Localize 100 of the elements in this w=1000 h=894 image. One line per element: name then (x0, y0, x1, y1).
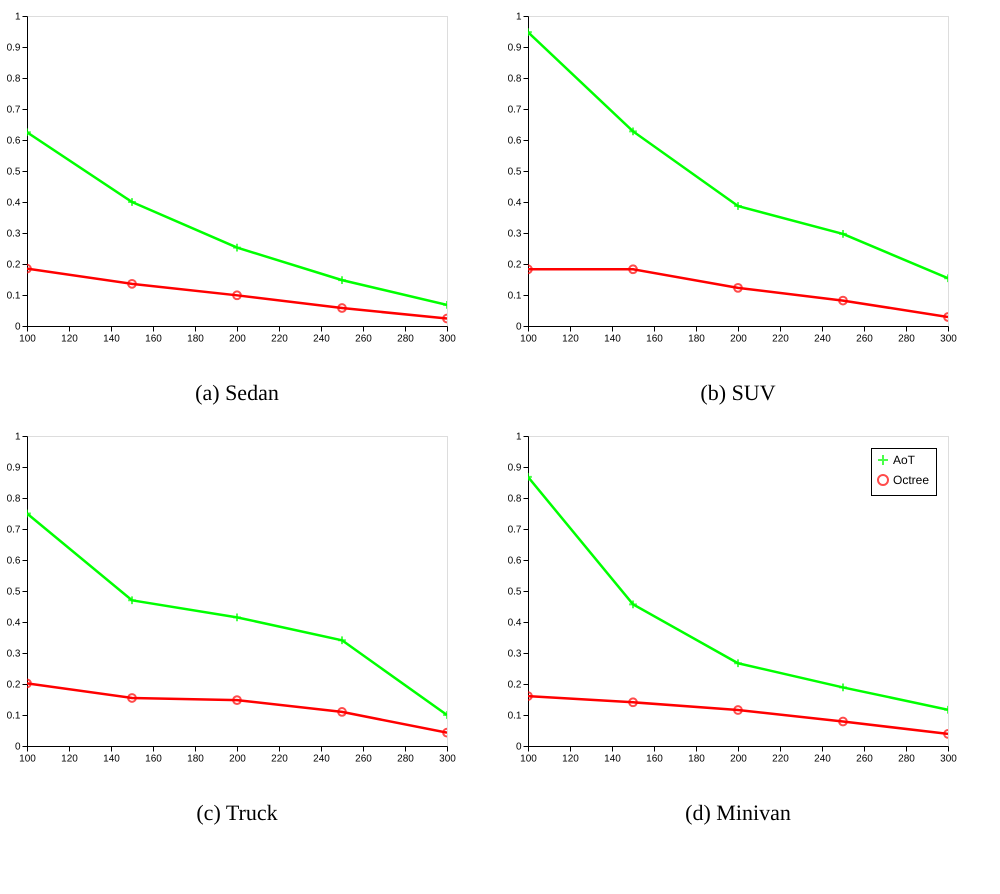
x-tick-label: 180 (688, 334, 706, 344)
point (337, 275, 347, 285)
point (628, 599, 638, 610)
y-tick-label: 0.6 (6, 556, 21, 566)
point (733, 658, 743, 668)
y-tick-label: 0 (14, 322, 21, 332)
point (127, 595, 137, 606)
y-tick-label: 0.1 (508, 710, 522, 722)
x-tick-label: 100 (520, 754, 538, 764)
y-tick-label: 0.4 (6, 198, 21, 208)
y-tick-label: 0.3 (508, 228, 522, 240)
y-tick-label: 0.5 (6, 166, 21, 178)
x-tick-label: 240 (814, 754, 832, 764)
y-tick-label: 1 (14, 432, 21, 442)
point (733, 283, 743, 293)
y-tick-label: 0.2 (508, 680, 522, 690)
x-tick-label: 160 (145, 754, 162, 764)
legend-label: Octree (893, 473, 930, 487)
x-tick-label: 120 (61, 334, 78, 344)
text: (c) Truck (196, 800, 278, 825)
point (232, 612, 242, 622)
y-tick-label: 0.9 (508, 462, 522, 474)
x-tick-label: 220 (772, 334, 790, 344)
x-tick-label: 120 (562, 334, 580, 344)
y-tick-label: 0.4 (508, 198, 522, 208)
y-tick-label: 0 (516, 742, 522, 752)
x-tick-label: 100 (19, 334, 36, 344)
x-tick-label: 300 (439, 754, 456, 764)
x-tick-label: 280 (397, 334, 414, 344)
x-tick-label: 200 (229, 334, 246, 344)
y-tick-label: 0.3 (508, 648, 522, 660)
x-tick-label: 280 (898, 334, 916, 344)
y-tick-label: 0.6 (508, 556, 522, 566)
point (838, 716, 848, 726)
x-tick-label: 220 (271, 754, 288, 764)
legend-label: AoT (893, 453, 916, 467)
y-tick-label: 0.8 (6, 74, 21, 84)
point (232, 695, 242, 705)
x-tick-label: 260 (355, 754, 372, 764)
x-tick-label: 240 (814, 334, 832, 344)
y-tick-label: 0.7 (6, 524, 21, 536)
x-tick-label: 240 (313, 334, 330, 344)
x-tick-label: 280 (397, 754, 414, 764)
x-tick-label: 260 (355, 334, 372, 344)
x-tick-label: 260 (856, 754, 874, 764)
point (232, 242, 242, 252)
x-tick-label: 280 (898, 754, 916, 764)
point (232, 290, 242, 300)
y-tick-label: 1 (516, 12, 522, 22)
x-tick-label: 180 (688, 754, 706, 764)
point (733, 201, 743, 211)
x-tick-label: 200 (229, 754, 246, 764)
x-tick-label: 160 (646, 754, 664, 764)
y-tick-label: 0.8 (508, 494, 522, 504)
point (838, 296, 848, 306)
y-tick-label: 0.8 (6, 494, 21, 504)
y-tick-label: 0.9 (6, 462, 21, 474)
y-tick-label: 0.8 (508, 74, 522, 84)
x-tick-label: 300 (439, 334, 456, 344)
y-tick-label: 0.4 (508, 618, 522, 628)
x-tick-label: 120 (562, 754, 580, 764)
point (838, 229, 848, 239)
x-tick-label: 120 (61, 754, 78, 764)
point (337, 635, 347, 646)
x-tick-label: 200 (730, 334, 748, 344)
y-tick-label: 0.1 (6, 710, 21, 722)
point (838, 682, 848, 692)
x-tick-label: 300 (940, 754, 958, 764)
x-tick-label: 100 (520, 334, 538, 344)
y-tick-label: 0.2 (508, 260, 522, 270)
x-tick-label: 220 (271, 334, 288, 344)
x-tick-label: 140 (103, 334, 120, 344)
x-tick-label: 180 (187, 334, 204, 344)
y-tick-label: 0.4 (6, 618, 21, 628)
x-tick-label: 160 (646, 334, 664, 344)
y-tick-label: 0 (14, 742, 21, 752)
x-tick-label: 140 (604, 754, 622, 764)
x-tick-label: 260 (856, 334, 874, 344)
x-tick-label: 100 (19, 754, 36, 764)
y-tick-label: 0.5 (508, 586, 522, 598)
x-tick-label: 140 (103, 754, 120, 764)
point (628, 264, 638, 274)
y-tick-label: 1 (516, 432, 522, 442)
text: (d) Minivan (685, 800, 791, 825)
x-tick-label: 220 (772, 754, 790, 764)
y-tick-label: 0.9 (6, 42, 21, 54)
x-tick-label: 200 (730, 754, 748, 764)
y-tick-label: 0.2 (6, 680, 21, 690)
text: (b) SUV (700, 380, 776, 405)
point (127, 693, 137, 703)
x-tick-label: 300 (940, 334, 958, 344)
y-tick-label: 0.5 (6, 586, 21, 598)
y-tick-label: 0 (516, 322, 522, 332)
point (337, 303, 347, 313)
point (127, 197, 137, 207)
y-tick-label: 0.7 (508, 104, 522, 116)
y-tick-label: 0.6 (508, 136, 522, 146)
y-tick-label: 1 (14, 12, 21, 22)
x-tick-label: 160 (145, 334, 162, 344)
x-tick-label: 240 (313, 754, 330, 764)
